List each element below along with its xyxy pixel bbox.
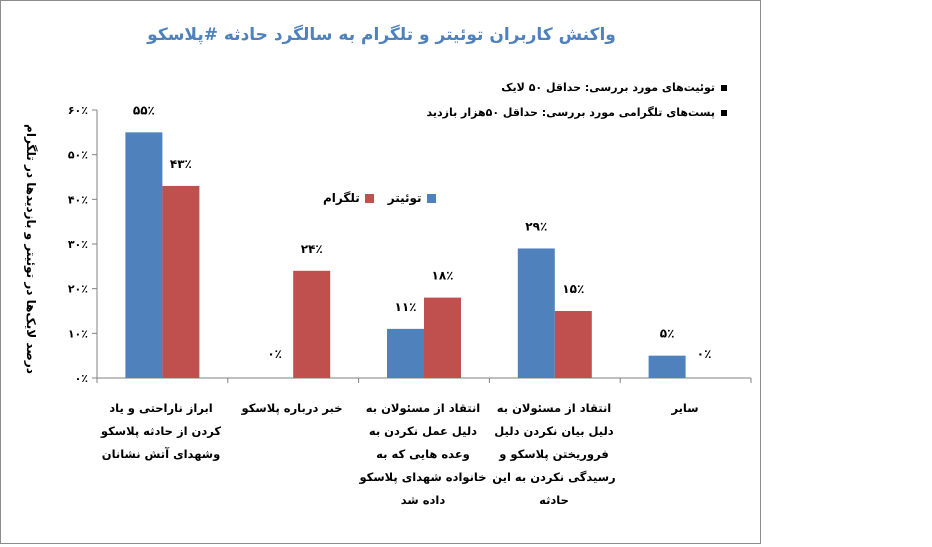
chart-title: واکنش کاربران توئیتر و تلگرام به سالگرد …	[147, 25, 616, 45]
note-bullet	[721, 110, 727, 116]
bar-telegram	[554, 311, 592, 378]
legend-swatch-twitter	[426, 193, 436, 203]
y-tick-label: ۱۰٪	[68, 327, 88, 340]
category-label-2: خبر درباره پلاسکو	[241, 401, 343, 415]
y-tick-label: ۵۰٪	[68, 149, 88, 162]
data-label: ۵٪	[660, 327, 675, 341]
category-label-1: ابراز ناراحتی و یاد کردن از حادثه پلاسکو…	[100, 401, 222, 461]
category-label-5: سایر	[671, 401, 699, 415]
data-label: ۲۹٪	[525, 219, 547, 233]
data-label: ۱۵٪	[562, 282, 584, 296]
category-label-3: انتقاد از مسئولان به دلیل عمل نکردن به و…	[359, 401, 487, 507]
note-twitter-text: توئیت‌های مورد بررسی: حداقل ۵۰ لایک	[501, 81, 715, 94]
legend-label-twitter: توئیتر	[387, 191, 422, 205]
bar-telegram	[424, 297, 461, 378]
bar-telegram	[162, 185, 200, 378]
legend-item-twitter: توئیتر	[388, 191, 436, 205]
y-tick-label: ۰٪	[75, 372, 88, 385]
legend-swatch-telegram	[364, 193, 374, 203]
y-tick-label: ۶۰٪	[68, 104, 88, 117]
legend: توئیتر تلگرام	[323, 191, 436, 205]
chart-frame: واکنش کاربران توئیتر و تلگرام به سالگرد …	[0, 0, 761, 544]
y-tick-label: ۳۰٪	[68, 238, 88, 251]
bar-twitter	[648, 355, 686, 378]
note-twitter: توئیت‌های مورد بررسی: حداقل ۵۰ لایک	[501, 81, 727, 94]
note-telegram: پست‌های تلگرامی مورد بررسی: حداقل ۵۰هزار…	[426, 106, 727, 119]
bar-twitter	[517, 248, 555, 378]
data-label: ۱۱٪	[395, 300, 417, 314]
category-label-4: انتقاد از مسئولان به دلیل بیان نکردن دلی…	[492, 401, 616, 507]
data-label: ۰٪	[267, 347, 282, 361]
data-label: ۱۸٪	[432, 269, 454, 283]
data-label: ۲۴٪	[301, 242, 323, 256]
bar-twitter	[125, 132, 163, 378]
y-tick-label: ۴۰٪	[68, 193, 88, 206]
plot-area: ۰٪ ۱۰٪ ۲۰٪ ۳۰٪ ۴۰٪ ۵۰٪ ۶۰٪ ۵۵٪ ۴۳٪ ۲۴٪ ۱۱٪ ۱۸٪ ۲۹٪ ۱۵…	[68, 103, 752, 385]
data-label: ۰٪	[697, 347, 712, 361]
legend-label-telegram: تلگرام	[323, 191, 360, 205]
data-label: ۵۵٪	[133, 103, 155, 117]
note-bullet	[721, 85, 727, 91]
y-tick-label: ۲۰٪	[68, 283, 88, 296]
bar-twitter	[387, 328, 424, 378]
legend-item-telegram: تلگرام	[323, 191, 374, 205]
bar-telegram	[293, 270, 331, 378]
data-label: ۴۳٪	[170, 157, 192, 171]
note-telegram-text: پست‌های تلگرامی مورد بررسی: حداقل ۵۰هزار…	[426, 106, 716, 119]
